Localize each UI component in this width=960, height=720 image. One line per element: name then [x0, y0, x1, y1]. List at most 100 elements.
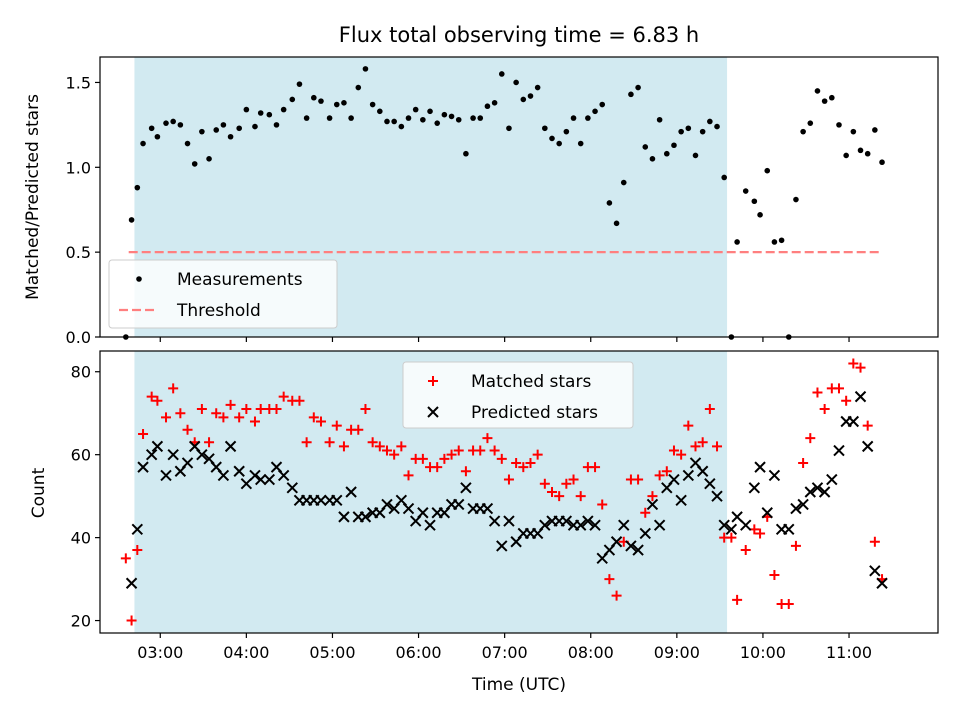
x-tick-label: 07:00 — [482, 643, 528, 662]
bottom-predicted-stars-point — [331, 494, 343, 507]
bottom-predicted-stars-point — [811, 482, 824, 494]
top-measurement-point — [177, 122, 184, 128]
top-measurement-point — [864, 150, 871, 157]
top-measurement-point — [455, 116, 462, 123]
bottom-matched-stars-point — [460, 466, 471, 477]
bottom-matched-stars-point — [168, 383, 179, 394]
top-measurement-point — [606, 200, 613, 206]
bottom-predicted-stars-point — [768, 469, 781, 482]
bottom-predicted-stars-point — [196, 448, 208, 461]
bottom-predicted-stars-point — [125, 577, 138, 589]
bottom-matched-stars-point — [790, 540, 801, 551]
top-measurement-point — [311, 94, 317, 101]
bottom-predicted-stars-point — [277, 469, 290, 482]
bottom-matched-stars-point — [446, 449, 457, 460]
bottom-y-axis-label: Count — [29, 467, 49, 518]
top-plot-content: 0.0 0.5 1.0 1.5 Measurements Threshold — [66, 56, 939, 347]
top-measurement-point — [506, 125, 512, 132]
top-measurement-point — [441, 111, 448, 118]
bottom-matched-stars-point — [597, 499, 608, 510]
x-tick-label: 04:00 — [223, 643, 269, 662]
top-measurement-point — [184, 140, 191, 147]
top-measurement-point — [220, 122, 227, 128]
bottom-matched-stars-point — [308, 412, 319, 423]
top-measurement-point — [872, 127, 878, 133]
bottom-predicted-stars-point — [761, 507, 773, 519]
top-axes-frame — [99, 56, 939, 338]
bottom-matched-stars-point — [503, 474, 514, 485]
bottom-matched-stars-point — [862, 420, 873, 431]
top-measurement-point — [800, 128, 806, 135]
top-measurement-point — [470, 115, 476, 121]
bottom-matched-stars-point — [138, 428, 149, 439]
top-measurement-point — [685, 125, 692, 132]
bottom-matched-stars-point — [255, 404, 266, 415]
bottom-matched-stars-point — [132, 545, 143, 556]
bottom-matched-stars-point — [518, 462, 529, 473]
bottom-matched-stars-point — [146, 391, 157, 402]
bottom-predicted-stars-point — [160, 469, 172, 482]
top-measurement-point — [635, 84, 641, 91]
top-measurement-point — [213, 127, 220, 133]
top-measurement-point — [273, 122, 280, 128]
bottom-matched-stars-point — [654, 470, 665, 481]
bottom-predicted-stars-point — [574, 519, 587, 531]
x-tick-label: 10:00 — [740, 643, 786, 662]
top-measurement-point — [377, 108, 383, 115]
top-measurement-point — [649, 156, 656, 162]
top-measurement-point — [771, 239, 778, 245]
bottom-predicted-stars-point — [704, 477, 716, 490]
top-measurement-point — [391, 118, 397, 125]
top-measurement-point — [793, 196, 799, 203]
bottom-matched-stars-point — [633, 474, 644, 485]
bottom-predicted-stars-point — [625, 540, 637, 552]
bottom-predicted-stars-point — [618, 519, 630, 531]
bottom-matched-stars-point — [647, 491, 658, 502]
bottom-matched-stars-point — [539, 478, 550, 489]
top-y-axis-label: Matched/Predicted stars — [23, 94, 43, 300]
top-y-tick-label: 0.5 — [66, 243, 91, 262]
top-measurement-point — [163, 120, 169, 126]
top-measurement-point — [642, 144, 649, 150]
bottom-y-tick-label: 80 — [71, 363, 91, 382]
top-measurement-point — [289, 96, 296, 103]
bottom-predicted-stars-point — [381, 498, 393, 511]
bottom-predicted-stars-point — [315, 494, 327, 507]
bottom-matched-stars-point — [611, 590, 622, 601]
bottom-matched-stars-point — [704, 404, 715, 415]
x-tick-label: 09:00 — [654, 643, 700, 662]
bottom-predicted-stars-point — [804, 486, 816, 498]
bottom-matched-stars-point — [590, 462, 601, 473]
bottom-predicted-stars-point — [496, 540, 508, 552]
bottom-matched-stars-point — [805, 433, 816, 444]
bottom-matched-stars-point — [568, 474, 579, 485]
top-measurement-point — [420, 116, 426, 123]
top-measurement-point — [333, 101, 340, 108]
top-measurement-point — [843, 152, 849, 159]
top-measurement-point — [620, 179, 627, 186]
bottom-matched-stars-point — [294, 395, 305, 406]
top-measurement-point — [821, 98, 828, 104]
top-measurement-point — [734, 239, 740, 245]
bottom-matched-stars-point — [278, 391, 289, 402]
bottom-matched-stars-point — [812, 387, 823, 398]
bottom-matched-stars-point — [338, 441, 349, 452]
bottom-matched-stars-point — [225, 399, 236, 410]
bottom-matched-stars-point — [360, 404, 371, 415]
top-measurement-point — [520, 96, 527, 103]
top-measurement-point — [280, 106, 287, 113]
top-measurement-point — [807, 120, 814, 126]
bottom-predicted-stars-point — [240, 477, 253, 490]
top-measurement-point — [303, 115, 310, 121]
bottom-matched-stars-point — [271, 404, 282, 415]
top-measurement-point — [513, 79, 519, 86]
bottom-predicted-stars-point — [711, 490, 723, 502]
bottom-matched-stars-point — [732, 594, 743, 605]
bottom-predicted-stars-point — [460, 482, 472, 494]
top-measurement-point — [434, 120, 441, 126]
bottom-matched-stars-point — [833, 383, 844, 394]
bottom-predicted-stars-point — [668, 473, 680, 486]
bottom-matched-stars-point — [554, 491, 565, 502]
bottom-predicted-stars-point — [653, 519, 666, 531]
top-measurement-point — [527, 93, 534, 99]
